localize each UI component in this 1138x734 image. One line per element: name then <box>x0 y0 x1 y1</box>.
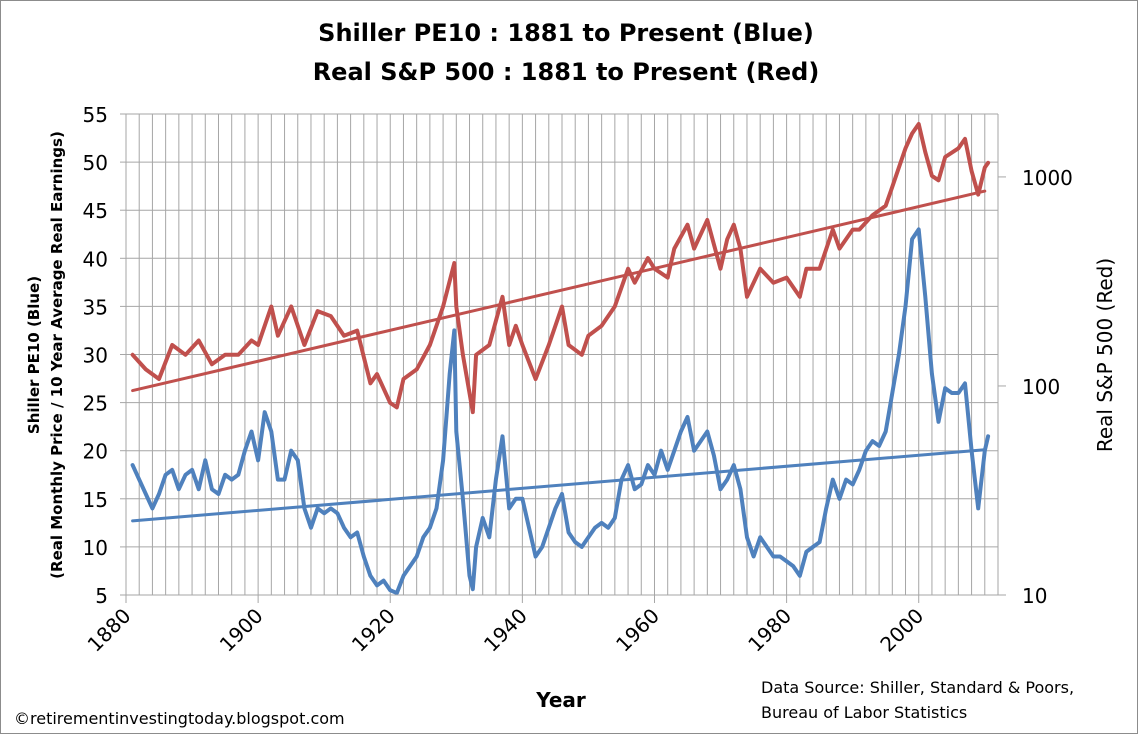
y-left-tick-label: 15 <box>83 488 108 512</box>
copyright-text: ©retirementinvestingtoday.blogspot.com <box>14 709 345 728</box>
y-right-tick-label: 1000 <box>1022 166 1073 190</box>
y-axis-left-label-line1: Shiller PE10 (Blue) <box>25 276 43 434</box>
y-left-tick-label: 40 <box>83 247 108 271</box>
x-tick-label: 1940 <box>479 604 532 657</box>
sp500-trendline <box>131 189 987 393</box>
data-source-line2: Bureau of Labor Statistics <box>761 703 967 722</box>
y-left-tick-label: 25 <box>83 392 108 416</box>
data-source-line1: Data Source: Shiller, Standard & Poors, <box>761 678 1074 697</box>
series-layer <box>130 122 991 596</box>
y-left-tick-label: 30 <box>83 344 108 368</box>
pe10-trendline <box>131 448 987 523</box>
y-axis-left-label-line2: (Real Monthly Price / 10 Year Average Re… <box>48 131 66 579</box>
gridlines <box>125 113 999 596</box>
sp500-series-line <box>130 122 991 415</box>
axes: 5 10 15 20 25 30 35 40 45 50 55 10 100 1000 1880 1900 19… <box>83 103 1073 657</box>
y-left-tick-label: 35 <box>83 295 108 319</box>
x-tick-label: 1980 <box>743 604 796 657</box>
y-left-tick-label: 10 <box>83 536 108 560</box>
y-left-tick-label: 5 <box>95 584 108 608</box>
y-left-tick-label: 45 <box>83 199 108 223</box>
pe10-series-line <box>130 227 991 596</box>
x-tick-label: 2000 <box>875 604 928 657</box>
x-tick-label: 1900 <box>215 604 268 657</box>
x-tick-label: 1920 <box>347 604 400 657</box>
y-left-tick-label: 50 <box>83 151 108 175</box>
y-left-tick-label: 55 <box>83 103 108 127</box>
x-axis-label: Year <box>535 688 586 712</box>
y-axis-right-label: Real S&P 500 (Red) <box>1093 258 1117 452</box>
chart-title-line2: Real S&P 500 : 1881 to Present (Red) <box>313 58 820 86</box>
x-tick-label: 1960 <box>611 604 664 657</box>
x-tick-label: 1880 <box>83 604 136 657</box>
y-right-tick-label: 10 <box>1022 584 1047 608</box>
y-right-tick-label: 100 <box>1022 375 1060 399</box>
y-left-tick-label: 20 <box>83 440 108 464</box>
chart-title-line1: Shiller PE10 : 1881 to Present (Blue) <box>318 19 814 47</box>
